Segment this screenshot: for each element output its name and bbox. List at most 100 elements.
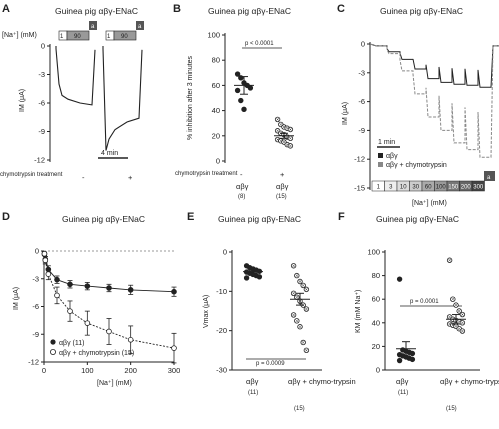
panel-d-point <box>127 287 134 293</box>
panel-c-y-tick-label: 0 <box>361 40 365 49</box>
panel-e-point-cross <box>298 279 302 284</box>
panel-a-treatment-minus: - <box>82 173 85 182</box>
panel-b-point-cross <box>282 140 286 144</box>
panel-c-legend-swatch-2 <box>378 162 383 167</box>
panel-a-treatment-label: chymotrypsin treatment <box>0 172 63 178</box>
panel-c-na-steps: 1 3 10 30 60 100 150 200 300 <box>371 180 485 192</box>
panel-f-cat-2: αβγ + chymo-trypsin <box>440 377 499 386</box>
panel-a-na-value-90: 90 <box>74 34 81 40</box>
panel-f-y-label: KM (mM Na⁺) <box>355 290 362 333</box>
panel-e-y-tick-label: -20 <box>216 326 227 335</box>
panel-c-trace-1 <box>369 43 499 88</box>
panel-c-trace-2 <box>369 43 499 158</box>
panel-e-point-cross <box>301 340 305 345</box>
panel-c-y-ticks: 0 -3 -6 -9 -12 -15 <box>354 40 370 193</box>
panel-a-trace-1 <box>55 46 96 106</box>
panel-a-y-tick-label: 0 <box>41 42 45 51</box>
panel-f-point <box>409 350 416 357</box>
panel-c-y-tick-label: -9 <box>358 126 365 135</box>
panel-a-y-tick-label: -3 <box>38 70 45 79</box>
panel-d-point <box>67 281 73 288</box>
panel-d-point <box>106 328 112 335</box>
panel-f-count-1: (11) <box>398 390 408 396</box>
panel-b-point <box>241 106 247 113</box>
panel-e-count-1: (11) <box>248 390 258 396</box>
panel-f-y-tick-label: 20 <box>372 342 380 351</box>
panel-a-na-box-90 <box>66 30 90 41</box>
panel-e-point-cross <box>292 291 296 295</box>
panel-f-point <box>409 356 416 363</box>
panel-e: E Guinea pig αβγ-ENaC 0 -10 -20 -30 Vmax (μ… <box>187 211 356 412</box>
panel-f-y-ticks: 100 80 60 40 20 0 <box>367 248 385 375</box>
panel-d-point <box>54 276 60 283</box>
panel-e-point-cross <box>292 264 296 268</box>
panel-b-treatment-minus: - <box>240 170 243 179</box>
panel-e-point-cross <box>304 287 308 291</box>
panel-a-na-value-1b: 1 <box>107 34 111 40</box>
panel-c-na-step-label: 150 <box>448 185 459 191</box>
panel-b-letter: B <box>173 3 181 15</box>
panel-b-y-tick-label: 100 <box>207 31 220 40</box>
panel-f-point <box>396 276 403 282</box>
panel-f-count-2: (15) <box>446 406 457 412</box>
panel-b-point-cross <box>288 127 292 132</box>
panel-a-title: Guinea pig αβγ-ENaC <box>55 6 138 16</box>
panel-c-y-tick-label: -15 <box>354 184 365 193</box>
panel-d-ticks: 0-3-6-9-120 100 200 300 <box>28 247 180 376</box>
panel-a-scale-label: 4 min <box>101 150 118 157</box>
panel-a-letter: A <box>2 3 10 15</box>
panel-e-y-tick-label: 0 <box>223 248 227 257</box>
panel-a: A Guinea pig αβγ-ENaC [Na⁺] (mM) 1 90 a … <box>0 3 144 182</box>
panel-f-point-cross <box>460 321 464 325</box>
panel-b-count-2: (15) <box>276 194 287 200</box>
panel-e-point-cross <box>295 319 299 323</box>
panel-b: B Guinea pig αβγ-ENaC 100 80 60 40 20 0 % inh… <box>173 3 294 200</box>
panel-f-point-cross <box>460 312 464 317</box>
panel-d-series <box>41 250 177 364</box>
panel-d-point <box>45 271 52 277</box>
panel-d-legend-1: αβγ (11) <box>59 340 84 347</box>
panel-b-cat-2: αβγ <box>276 182 289 191</box>
panel-b-point-cross <box>279 122 283 127</box>
panel-b-y-tick-label: 0 <box>216 157 220 166</box>
panel-a-y-ticks: 0 -3 -6 -9 -12 <box>34 42 50 165</box>
panel-d-x-tick-label: 200 <box>124 366 137 375</box>
panel-d-point <box>84 283 91 289</box>
panel-b-point <box>238 97 244 104</box>
panel-c-x-label: [Na⁺] (mM) <box>412 200 447 207</box>
panel-a-treatment-plus: + <box>128 173 133 182</box>
panel-d: D Guinea pig αβγ-ENaC 0-3-6-9-120 100 200 3… <box>2 211 180 387</box>
panel-c-legend-1: αβγ <box>386 153 398 160</box>
panel-c-amiloride-box <box>484 171 495 181</box>
panel-e-point-cross <box>298 325 302 329</box>
panel-c-y-tick-label: -6 <box>358 97 365 106</box>
panel-e-letter: E <box>187 211 194 223</box>
panel-e-cat-1: αβγ <box>246 377 259 386</box>
panel-b-title: Guinea pig αβγ-ENaC <box>208 6 291 16</box>
panel-f-cat-1: αβγ <box>396 377 409 386</box>
panel-f-points <box>396 257 466 364</box>
panel-b-y-tick-label: 20 <box>212 131 220 140</box>
panel-c-na-step-box <box>471 180 485 192</box>
panel-d-x-label: [Na⁺] (mM) <box>97 380 132 387</box>
panel-b-treatment-plus: + <box>280 170 285 179</box>
panel-d-y-label: IM (μA) <box>13 287 20 310</box>
panel-f-y-tick-label: 80 <box>372 271 380 280</box>
panel-c-na-step-label: 60 <box>425 185 432 191</box>
panel-e-title: Guinea pig αβγ-ENaC <box>218 214 301 224</box>
panel-c-y-tick-label: -3 <box>358 68 365 77</box>
panel-b-points <box>234 71 294 149</box>
panel-e-point-cross <box>304 348 308 352</box>
panel-c-na-step-label: 1 <box>377 185 381 191</box>
panel-a-y-tick-label: -6 <box>38 99 45 108</box>
panel-e-point <box>256 274 263 280</box>
panel-f-letter: F <box>338 211 345 223</box>
panel-c-legend-swatch-1 <box>378 153 383 158</box>
panel-a-na-box-90b <box>113 30 137 41</box>
panel-d-legend-marker-1 <box>50 339 56 345</box>
panel-f-title: Guinea pig αβγ-ENaC <box>376 214 459 224</box>
panel-d-point <box>84 320 91 326</box>
panel-d-x-tick-label: 0 <box>42 366 46 375</box>
panel-c-na-step-label: 300 <box>473 185 484 191</box>
panel-d-y-tick-label: -6 <box>32 302 39 311</box>
